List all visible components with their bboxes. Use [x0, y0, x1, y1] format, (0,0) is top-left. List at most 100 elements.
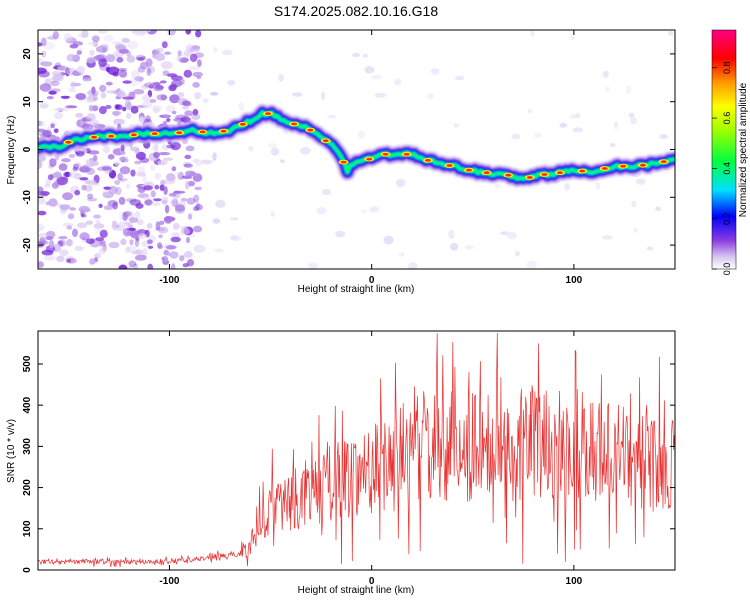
noise-blob — [72, 166, 79, 172]
noise-blob — [172, 110, 177, 115]
ridge-peak-core — [556, 171, 563, 175]
noise-blob — [68, 153, 76, 159]
noise-blob — [47, 174, 54, 181]
noise-blob — [91, 86, 96, 95]
noise-blob — [39, 103, 49, 109]
noise-blob — [76, 50, 83, 55]
noise-blob — [630, 117, 637, 125]
noise-blob — [408, 262, 418, 269]
noise-blob — [161, 200, 168, 205]
noise-blob — [114, 162, 120, 166]
noise-blob — [140, 61, 149, 70]
snr-y-axis-label: SNR (10 * v/v) — [6, 419, 17, 483]
noise-blob — [106, 90, 117, 94]
noise-blob — [76, 66, 86, 73]
noise-blob — [221, 49, 233, 56]
noise-blob — [185, 30, 191, 35]
noise-blob — [125, 246, 131, 254]
noise-blob — [99, 84, 107, 93]
x-tick-label: 0 — [369, 275, 375, 286]
noise-blob — [65, 257, 77, 264]
noise-blob — [118, 264, 128, 269]
noise-blob — [162, 158, 169, 165]
noise-blob — [93, 155, 98, 162]
noise-blob — [81, 123, 94, 131]
noise-blob — [79, 177, 89, 181]
noise-blob — [50, 88, 61, 92]
noise-blob — [93, 214, 101, 219]
noise-blob — [135, 30, 145, 37]
noise-blob — [52, 31, 60, 40]
noise-blob — [69, 207, 77, 211]
noise-blob — [103, 205, 114, 211]
spectrogram-x-axis-label: Height of straight line (km) — [298, 284, 415, 295]
noise-blob — [135, 148, 140, 155]
ridge-peak-core — [639, 163, 646, 167]
snr-panel: -100 0 100 0 100 200 300 400 500 Height of strai… — [6, 330, 676, 596]
noise-blob — [164, 51, 172, 55]
noise-blob — [155, 47, 164, 53]
noise-blob — [130, 105, 139, 114]
noise-blob — [192, 158, 199, 163]
noise-blob — [426, 93, 435, 100]
noise-blob — [87, 89, 99, 97]
noise-blob — [186, 197, 196, 205]
noise-blob — [74, 162, 81, 169]
noise-blob — [134, 76, 145, 82]
noise-blob — [186, 237, 190, 244]
y-tick-label: 20 — [22, 48, 33, 60]
noise-blob — [167, 30, 176, 36]
noise-blob — [115, 44, 127, 50]
noise-blob — [101, 47, 107, 54]
noise-blob — [170, 197, 177, 206]
ridge-peak-core — [91, 135, 97, 139]
noise-blob — [575, 112, 581, 118]
noise-blob — [153, 151, 160, 159]
noise-blob — [215, 199, 226, 208]
ridge-peak-core — [541, 173, 548, 176]
noise-blob — [202, 98, 209, 104]
noise-blob — [129, 239, 134, 246]
noise-blob — [197, 59, 202, 67]
noise-blob — [122, 107, 127, 112]
noise-blob — [195, 202, 200, 211]
noise-blob — [572, 127, 584, 133]
noise-blob — [86, 57, 95, 64]
snr-plot-area — [38, 333, 675, 568]
noise-blob — [57, 65, 68, 71]
noise-blob — [371, 74, 383, 80]
spectrogram-noise — [38, 30, 674, 269]
noise-blob — [131, 30, 142, 35]
noise-blob — [95, 237, 104, 242]
noise-blob — [142, 94, 151, 102]
noise-blob — [56, 255, 65, 263]
noise-blob — [120, 144, 125, 152]
noise-blob — [41, 50, 47, 58]
noise-blob — [38, 261, 44, 268]
noise-blob — [655, 206, 661, 211]
noise-blob — [646, 246, 654, 251]
noise-blob — [327, 114, 337, 119]
noise-blob — [82, 236, 87, 243]
noise-blob — [43, 184, 51, 188]
snr-axes: -100 0 100 0 100 200 300 400 500 — [22, 331, 675, 587]
ridge-layer — [38, 110, 675, 181]
noise-blob — [117, 68, 128, 72]
noise-blob — [187, 180, 196, 187]
noise-blob — [270, 147, 280, 156]
noise-blob — [38, 67, 47, 74]
snr-frame — [37, 330, 676, 571]
colorbar-tick-label: 0.0 — [722, 263, 732, 276]
noise-blob — [102, 146, 111, 153]
noise-blob — [99, 106, 107, 115]
noise-blob — [156, 94, 168, 101]
noise-blob — [192, 109, 199, 116]
noise-blob — [53, 128, 59, 133]
noise-blob — [105, 104, 112, 110]
noise-blob — [158, 234, 163, 238]
noise-blob — [85, 238, 95, 245]
noise-blob — [103, 34, 114, 42]
noise-blob — [135, 249, 144, 255]
noise-blob — [238, 102, 245, 111]
